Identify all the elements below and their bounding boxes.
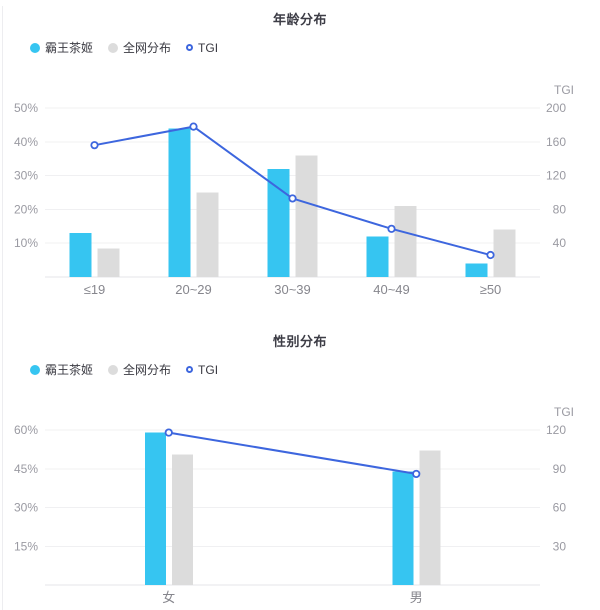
- legend-label: TGI: [198, 40, 219, 55]
- legend-label: 全网分布: [123, 41, 172, 55]
- brand-bars: [69, 128, 488, 277]
- svg-text:10%: 10%: [14, 236, 38, 250]
- category-labels: 女男: [162, 590, 423, 605]
- legend-item-tgi[interactable]: TGI: [186, 41, 218, 55]
- category-labels: ≤19 20~29 30~39 40~49 ≥50: [84, 282, 502, 297]
- grid-lines: [45, 107, 540, 278]
- network-bars: [171, 450, 441, 585]
- tgi-series-ring-icon: [186, 366, 194, 373]
- legend-item-brand[interactable]: 霸王茶姬: [30, 361, 93, 378]
- gender-chart-legend: 霸王茶姬 全网分布 TGI: [30, 361, 218, 378]
- network-series-swatch-icon: [108, 364, 119, 375]
- svg-text:TGI: TGI: [554, 405, 574, 419]
- svg-text:120: 120: [546, 423, 566, 437]
- gender-chart-title: 性别分布: [272, 334, 327, 349]
- svg-text:30~39: 30~39: [274, 282, 311, 297]
- tgi-point-marker: [412, 469, 421, 479]
- axis-tick-labels: 60% 120 45% 90 30% 60 15% 30 TGI: [14, 405, 574, 553]
- svg-text:80: 80: [553, 202, 567, 216]
- svg-text:30%: 30%: [14, 501, 38, 515]
- svg-text:TGI: TGI: [554, 83, 574, 97]
- svg-text:30%: 30%: [14, 169, 38, 183]
- svg-text:≥50: ≥50: [480, 282, 502, 297]
- legend-label: 霸王茶姬: [45, 41, 94, 55]
- tgi-point-marker: [486, 250, 495, 260]
- svg-text:90: 90: [553, 462, 567, 476]
- svg-text:40%: 40%: [14, 135, 38, 149]
- legend-label: 霸王茶姬: [45, 363, 94, 377]
- tgi-point-marker: [288, 194, 297, 203]
- svg-text:20~29: 20~29: [175, 282, 212, 297]
- brand-series-swatch-icon: [30, 364, 40, 375]
- network-series-swatch-icon: [108, 42, 119, 53]
- svg-text:45%: 45%: [14, 462, 38, 476]
- brand-bars: [144, 432, 414, 585]
- svg-text:160: 160: [546, 135, 566, 149]
- svg-text:40: 40: [553, 236, 567, 250]
- svg-text:200: 200: [546, 101, 566, 115]
- tgi-point-marker: [387, 224, 396, 233]
- tgi-line: [164, 428, 421, 479]
- page-edge-line: [2, 6, 3, 610]
- legend-item-tgi[interactable]: TGI: [186, 363, 218, 377]
- tgi-point-marker: [164, 428, 173, 437]
- legend-item-brand[interactable]: 霸王茶姬: [30, 39, 93, 56]
- svg-text:15%: 15%: [14, 539, 38, 553]
- brand-series-swatch-icon: [30, 42, 40, 53]
- svg-text:60%: 60%: [14, 423, 38, 437]
- svg-text:40~49: 40~49: [373, 282, 410, 297]
- legend-item-network[interactable]: 全网分布: [108, 361, 171, 378]
- svg-text:≤19: ≤19: [84, 282, 106, 297]
- tgi-line: [90, 122, 495, 260]
- svg-text:60: 60: [553, 501, 567, 515]
- legend-label: 全网分布: [123, 363, 172, 377]
- svg-text:120: 120: [546, 169, 566, 183]
- gender-chart-plot-canvas[interactable]: 60% 12045% 9030% 6015% 30TGI女男: [0, 400, 600, 610]
- legend-label: TGI: [198, 362, 219, 377]
- svg-text:30: 30: [553, 539, 567, 553]
- tgi-point-marker: [189, 122, 198, 131]
- tgi-point-marker: [90, 141, 99, 150]
- svg-text:男: 男: [410, 590, 423, 605]
- svg-text:50%: 50%: [14, 101, 38, 115]
- age-chart-legend: 霸王茶姬 全网分布 TGI: [30, 39, 218, 56]
- grid-lines: [45, 429, 540, 586]
- legend-item-network[interactable]: 全网分布: [108, 39, 171, 56]
- tgi-series-ring-icon: [186, 44, 194, 51]
- age-chart-plot-canvas[interactable]: 50% 200 40% 160 30% 120 20% 80 10% 40 TGI ≤19 20~29 3…: [0, 78, 600, 306]
- age-chart-title: 年龄分布: [272, 12, 327, 27]
- network-bars: [97, 155, 516, 277]
- svg-text:女: 女: [162, 590, 175, 605]
- axis-tick-labels: 50% 200 40% 160 30% 120 20% 80 10% 40 TGI: [14, 83, 574, 250]
- svg-text:20%: 20%: [14, 202, 38, 216]
